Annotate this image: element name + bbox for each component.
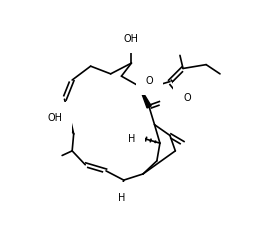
- Text: OH: OH: [124, 34, 139, 44]
- Text: OH: OH: [47, 112, 62, 122]
- Polygon shape: [139, 87, 151, 108]
- Text: O: O: [183, 92, 191, 103]
- Text: O: O: [145, 76, 153, 86]
- Text: H: H: [118, 192, 125, 202]
- Text: H: H: [128, 133, 135, 143]
